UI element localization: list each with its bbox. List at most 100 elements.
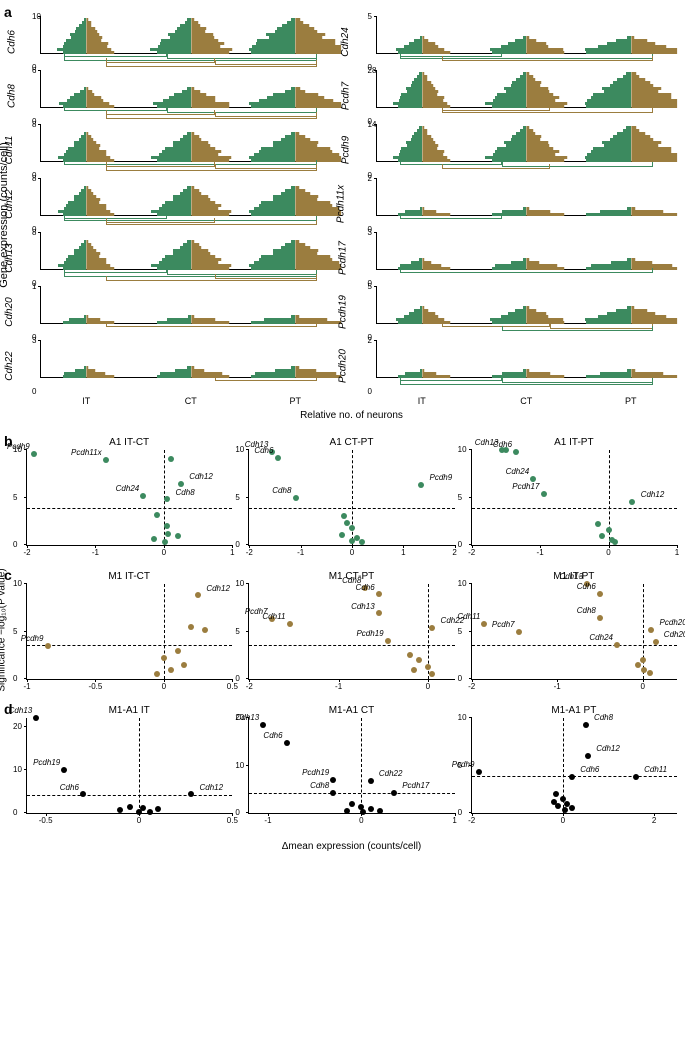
gene-label: Cdh13 <box>4 243 15 272</box>
volcano-point <box>416 657 422 663</box>
volcano-point-label: Cdh13 <box>9 707 33 715</box>
volcano-point <box>541 491 547 497</box>
volcano-point <box>154 512 160 518</box>
volcano-point <box>349 801 355 807</box>
panel-c: c Significance −log₁₀(P value) M1 IT-CT0… <box>8 571 677 689</box>
gene-label: Cdh22 <box>4 351 15 380</box>
gene-label: Pcdh9 <box>340 135 351 163</box>
volcano-point <box>168 667 174 673</box>
volcano-point <box>569 805 575 811</box>
volcano-point <box>80 791 86 797</box>
volcano-point-label: Cdh6 <box>254 447 273 455</box>
volcano-point <box>360 809 366 815</box>
volcano-point-label: Pcdh9 <box>452 761 475 769</box>
volcano-point <box>103 457 109 463</box>
gene-label: Pcdh7 <box>340 81 351 109</box>
volcano-point <box>614 642 620 648</box>
volcano-point <box>284 740 290 746</box>
volcano-a1-it-ct: A1 IT-CT0510-2-101Pcdh9Pcdh11xCdh24Cdh12… <box>26 437 232 555</box>
volcano-m1-a1-ct: M1-A1 CT01020-101Cdh13Cdh6Pcdh19Cdh22Cdh… <box>248 705 454 823</box>
volcano-point <box>391 790 397 796</box>
volcano-point-label: Cdh13 <box>351 603 375 611</box>
volcano-point <box>162 539 168 545</box>
volcano-point-label: Cdh20 <box>664 631 685 639</box>
volcano-m1-it-pt: M1 IT-PT0510-2-10Cdh13Cdh6Cdh11Cdh8Pcdh7… <box>471 571 677 689</box>
hist-row-pcdh20: Pcdh2020 <box>362 340 678 392</box>
volcano-point-label: Cdh24 <box>589 634 613 642</box>
rel-neurons-label: Relative no. of neurons <box>26 410 677 421</box>
volcano-point <box>330 777 336 783</box>
volcano-point <box>640 657 646 663</box>
volcano-point <box>599 533 605 539</box>
volcano-point <box>411 667 417 673</box>
volcano-m1-a1-it: M1-A1 IT01020-0.500.5Cdh13Pcdh19Cdh6Cdh1… <box>26 705 232 823</box>
panel-a-label: a <box>4 4 12 20</box>
volcano-point-label: Cdh11 <box>644 766 667 774</box>
volcano-point-label: Cdh12 <box>189 473 213 481</box>
volcano-point <box>368 778 374 784</box>
volcano-point-label: Cdh8 <box>310 782 329 790</box>
volcano-point <box>165 531 171 537</box>
panel-d: d M1-A1 IT01020-0.500.5Cdh13Pcdh19Cdh6Cd… <box>8 705 677 852</box>
volcano-point <box>341 513 347 519</box>
volcano-m1-a1-pt: M1-A1 PT0510-202Cdh8Cdh12Pcdh9Cdh6Cdh11 <box>471 705 677 823</box>
hist-row-cdh6: Cdh6100 <box>26 16 342 68</box>
volcano-point <box>647 670 653 676</box>
volcano-point <box>376 591 382 597</box>
volcano-point <box>344 808 350 814</box>
volcano-point-label: Pcdh9 <box>7 443 30 451</box>
volcano-point-label: Cdh8 <box>594 714 613 722</box>
volcano-point <box>293 495 299 501</box>
hist-row-pcdh17: Pcdh1730 <box>362 232 678 284</box>
volcano-point <box>178 481 184 487</box>
volcano-point-label: Pcdh19 <box>33 759 60 767</box>
volcano-point <box>606 527 612 533</box>
volcano-point-label: Cdh12 <box>641 491 665 499</box>
volcano-point <box>181 662 187 668</box>
volcano-point <box>260 722 266 728</box>
volcano-row-b: A1 IT-CT0510-2-101Pcdh9Pcdh11xCdh24Cdh12… <box>26 437 677 555</box>
histogram-grid: Cdh6100Cdh2450Cdh860Pcdh7280Cdh1180Pcdh9… <box>26 16 677 392</box>
volcano-point <box>376 610 382 616</box>
volcano-point <box>330 790 336 796</box>
volcano-point <box>503 447 509 453</box>
volcano-point <box>481 621 487 627</box>
volcano-point <box>585 753 591 759</box>
hist-row-cdh11: Cdh1180 <box>26 124 342 176</box>
hist-row-pcdh19: Pcdh1950 <box>362 286 678 338</box>
volcano-point-label: Cdh12 <box>199 784 223 792</box>
volcano-point-label: Pcdh19 <box>302 769 329 777</box>
hist-row-pcdh7: Pcdh7280 <box>362 70 678 122</box>
volcano-point <box>476 769 482 775</box>
volcano-point <box>629 499 635 505</box>
gene-label: Cdh6 <box>7 30 18 54</box>
volcano-m1-ct-pt: M1 CT-PT0510-2-10Cdh8Cdh6Pcdh7Cdh11Cdh13… <box>248 571 454 689</box>
volcano-point-label: Pcdh9 <box>430 474 453 482</box>
volcano-point-label: Cdh8 <box>577 607 596 615</box>
volcano-point <box>161 655 167 661</box>
volcano-point-label: Cdh6 <box>60 784 79 792</box>
volcano-point <box>368 806 374 812</box>
volcano-point-label: Pcdh17 <box>402 782 429 790</box>
gene-label: Cdh11 <box>4 135 15 164</box>
volcano-point <box>429 625 435 631</box>
gene-label: Cdh8 <box>7 84 18 108</box>
volcano-point <box>513 449 519 455</box>
volcano-point-label: Cdh12 <box>206 585 230 593</box>
volcano-point <box>188 624 194 630</box>
volcano-point <box>633 774 639 780</box>
gene-label: Cdh20 <box>4 297 15 326</box>
volcano-point <box>136 809 142 815</box>
volcano-row-c: M1 IT-CT0510-1-0.500.5Pcdh9Cdh12M1 CT-PT… <box>26 571 677 689</box>
volcano-point-label: Pcdh20 <box>660 619 685 627</box>
volcano-point-label: Pcdh17 <box>512 483 539 491</box>
volcano-point-label: Cdh6 <box>577 583 596 591</box>
panel-b: b A1 IT-CT0510-2-101Pcdh9Pcdh11xCdh24Cdh… <box>8 437 677 555</box>
gene-label: Cdh24 <box>339 27 350 56</box>
volcano-point <box>61 767 67 773</box>
hist-row-cdh24: Cdh2450 <box>362 16 678 68</box>
volcano-point-label: Pcdh11x <box>71 449 102 457</box>
volcano-a1-ct-pt: A1 CT-PT0510-2-1012Cdh13Cdh6Cdh8Pcdh9 <box>248 437 454 555</box>
volcano-point <box>202 627 208 633</box>
volcano-point <box>377 808 383 814</box>
